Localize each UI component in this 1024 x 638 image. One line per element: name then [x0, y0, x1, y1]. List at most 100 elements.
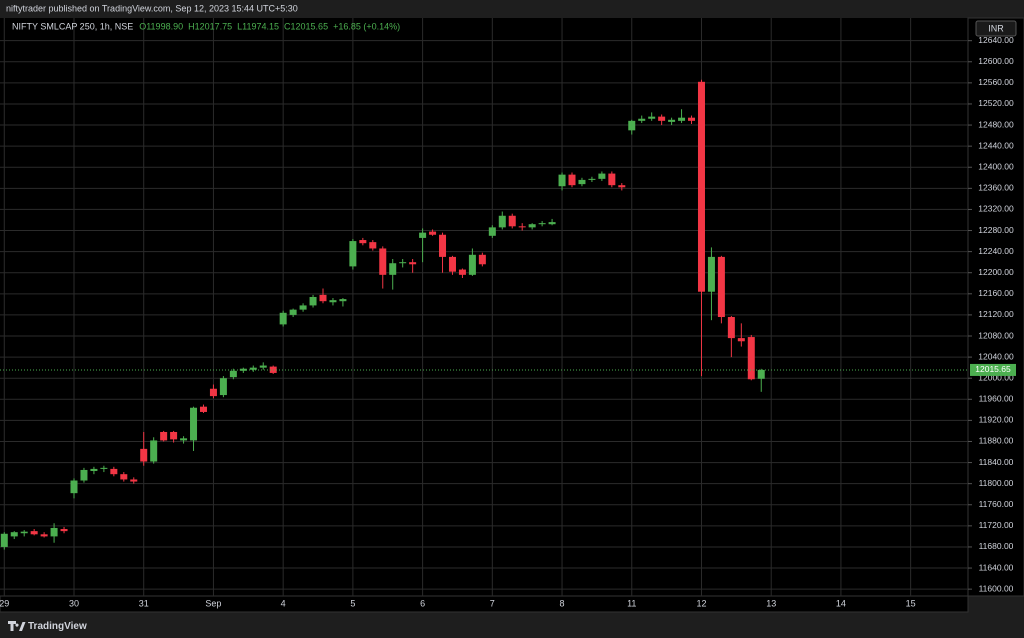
- candle-body: [0, 533, 8, 547]
- candle-body: [648, 116, 656, 119]
- grid: [0, 18, 968, 596]
- candle-body: [10, 532, 18, 537]
- y-tick-label: 12000.00: [978, 372, 1014, 382]
- candle-body: [747, 337, 755, 380]
- candle-body: [40, 534, 48, 537]
- y-tick-label: 12440.00: [978, 140, 1014, 150]
- plot-area: [0, 18, 968, 596]
- candle-body: [180, 438, 188, 441]
- y-tick-label: 11680.00: [979, 541, 1014, 551]
- candle-body: [130, 479, 138, 482]
- candle-body: [170, 431, 178, 440]
- time-axis: [0, 595, 969, 613]
- y-tick-label: 11920.00: [979, 415, 1014, 425]
- candle-body: [289, 309, 297, 315]
- candle-body: [60, 529, 68, 532]
- candle-body: [518, 226, 526, 228]
- candles: [0, 79, 968, 550]
- y-tick-label: 12080.00: [978, 330, 1014, 340]
- candle-body: [219, 378, 227, 396]
- candle-body: [498, 215, 506, 228]
- candle-body: [717, 256, 725, 318]
- candle-body: [409, 262, 417, 265]
- candle-body: [120, 474, 128, 480]
- y-tick-label: 12640.00: [978, 35, 1014, 45]
- candle-body: [678, 117, 686, 121]
- candle-body: [528, 224, 536, 228]
- candle-body: [90, 468, 98, 472]
- header-value: C12015.65: [284, 21, 328, 31]
- header-values: O11998.90 H12017.75 L11974.15 C12015.65 +16.…: [139, 21, 400, 31]
- y-tick-label: 12600.00: [978, 56, 1014, 66]
- candle-body: [608, 173, 616, 186]
- y-tick-label: 11880.00: [979, 436, 1014, 446]
- candle-body: [229, 370, 237, 378]
- y-tick-label: 12120.00: [978, 309, 1014, 319]
- candle-body: [329, 300, 337, 303]
- y-tick-label: 12320.00: [978, 204, 1014, 214]
- candle-body: [319, 294, 327, 302]
- candle-body: [150, 440, 158, 462]
- header-value: +16.85 (+0.14%): [333, 21, 400, 31]
- header-value: H12017.75: [188, 21, 232, 31]
- candle-body: [628, 120, 636, 131]
- candle-body: [618, 185, 626, 188]
- candle-body: [737, 338, 745, 342]
- brand-logo: [8, 621, 26, 631]
- candle-body: [100, 467, 108, 469]
- y-tick-label: 12280.00: [978, 225, 1014, 235]
- candle-body: [160, 431, 168, 441]
- candle-body: [399, 262, 407, 264]
- candle-body: [478, 254, 486, 265]
- y-tick-label: 11640.00: [979, 562, 1014, 572]
- x-tick-label: 11: [627, 598, 636, 608]
- x-tick-label: 5: [350, 598, 355, 608]
- y-tick-label: 12560.00: [978, 77, 1014, 87]
- y-tick-label: 12480.00: [978, 119, 1014, 129]
- candle-body: [209, 388, 217, 397]
- y-tick-label: 12360.00: [978, 183, 1014, 193]
- candle-body: [309, 296, 317, 306]
- candle-body: [20, 531, 28, 534]
- price-axis: [967, 17, 1024, 597]
- y-tick-label: 11720.00: [979, 520, 1014, 530]
- y-tick-label: 12400.00: [978, 161, 1014, 171]
- candle-body: [578, 179, 586, 185]
- candle-body: [199, 406, 207, 412]
- candle-body: [488, 227, 496, 236]
- brand: TradingView: [28, 621, 87, 632]
- x-tick-label: 13: [766, 598, 776, 608]
- candle-body: [598, 173, 606, 179]
- x-tick-label: 29: [0, 598, 9, 608]
- y-tick-label: 11960.00: [979, 394, 1014, 404]
- candle-body: [359, 240, 367, 244]
- candle-body: [568, 174, 576, 186]
- currency: INR: [988, 23, 1004, 33]
- header-value: L11974.15: [237, 21, 279, 31]
- candle-body: [668, 119, 676, 122]
- y-tick-label: 11800.00: [979, 478, 1014, 488]
- candle-body: [448, 256, 456, 272]
- candle-body: [707, 256, 715, 292]
- y-tick-label: 11760.00: [979, 499, 1014, 509]
- x-tick-label: 15: [906, 598, 916, 608]
- candle-body: [558, 174, 566, 187]
- candle-body: [369, 242, 377, 249]
- x-tick-label: 12: [696, 598, 706, 608]
- x-tick-label: Sep: [205, 598, 221, 608]
- candle-body: [638, 118, 646, 121]
- x-tick-label: 4: [281, 598, 286, 608]
- x-tick-label: 8: [560, 598, 565, 608]
- publisher: niftytrader published on TradingView.com…: [6, 3, 298, 13]
- x-tick-label: 7: [490, 598, 495, 608]
- candle-body: [658, 116, 666, 121]
- candle-body: [379, 248, 387, 275]
- candle-body: [50, 527, 58, 537]
- y-tick-label: 12160.00: [978, 288, 1014, 298]
- x-tick-label: 30: [69, 598, 79, 608]
- candle-body: [727, 317, 735, 339]
- candle-body: [30, 531, 38, 535]
- candle-body: [588, 178, 596, 180]
